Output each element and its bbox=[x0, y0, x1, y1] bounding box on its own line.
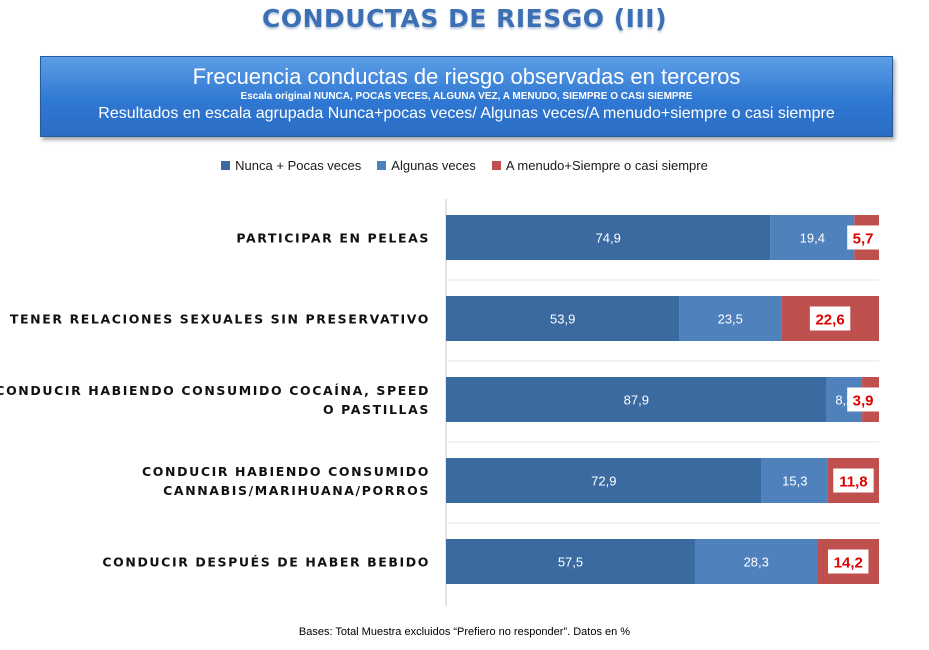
data-label-box bbox=[847, 225, 879, 250]
category-label: CONDUCIR HABIENDO CONSUMIDO bbox=[142, 464, 430, 479]
legend-label-algunas: Algunas veces bbox=[391, 158, 476, 173]
legend-item-nunca: Nunca + Pocas veces bbox=[221, 158, 361, 173]
data-label-box bbox=[847, 387, 879, 412]
category-label: CONDUCIR DESPUÉS DE HABER BEBIDO bbox=[102, 555, 430, 570]
legend-item-algunas: Algunas veces bbox=[377, 158, 476, 173]
bar-segment bbox=[770, 215, 855, 260]
category-label: PARTICIPAR EN PELEAS bbox=[236, 231, 430, 246]
legend-swatch-menudo bbox=[491, 161, 501, 170]
data-label: 22,6 bbox=[815, 312, 844, 329]
legend-label-nunca: Nunca + Pocas veces bbox=[235, 158, 362, 173]
category-label: TENER RELACIONES SEXUALES SIN PRESERVATI… bbox=[10, 312, 430, 327]
header-main-title: Frecuencia conductas de riesgo observada… bbox=[192, 64, 741, 89]
legend-item-menudo: A menudo+Siempre o casi siempre bbox=[491, 158, 708, 173]
category-label: O PASTILLAS bbox=[323, 402, 430, 417]
header-grouped-note: Resultados en escala agrupada Nunca+poca… bbox=[98, 105, 835, 122]
legend-label-menudo: A menudo+Siempre o casi siempre bbox=[505, 158, 708, 173]
data-label: 57,5 bbox=[558, 555, 583, 570]
bar-segment bbox=[694, 539, 818, 584]
data-label: 14,2 bbox=[834, 555, 863, 572]
data-label: 23,5 bbox=[718, 312, 743, 327]
bar-segment bbox=[446, 458, 762, 503]
data-label: 5,7 bbox=[853, 231, 874, 248]
bar-segment bbox=[446, 296, 680, 341]
bar-segment bbox=[446, 377, 827, 422]
category-label: CANNABIS/MARIHUANA/PORROS bbox=[163, 483, 430, 498]
bar-segment bbox=[446, 215, 771, 260]
legend-swatch-algunas bbox=[377, 161, 387, 170]
bar-segment bbox=[761, 458, 828, 503]
data-label: 28,3 bbox=[744, 555, 769, 570]
category-label: CONDUCIR HABIENDO CONSUMIDO COCAÍNA, SPE… bbox=[0, 383, 430, 398]
data-label-box bbox=[809, 306, 851, 331]
chart-header-box: Frecuencia conductas de riesgo observada… bbox=[40, 56, 893, 137]
bar-segment bbox=[679, 296, 782, 341]
data-label: 87,9 bbox=[624, 393, 649, 408]
chart-legend: Nunca + Pocas veces Algunas veces A menu… bbox=[0, 158, 929, 173]
data-label-box bbox=[833, 468, 874, 493]
header-scale-note: Escala original NUNCA, POCAS VECES, ALGU… bbox=[240, 91, 693, 102]
data-label: 3,9 bbox=[853, 393, 874, 410]
data-label: 74,9 bbox=[596, 231, 621, 246]
data-label: 53,9 bbox=[550, 312, 575, 327]
data-label: 19,4 bbox=[800, 231, 825, 246]
data-label-box bbox=[828, 549, 869, 574]
bar-segment bbox=[446, 539, 695, 584]
page-title: CONDUCTAS DE RIESGO (III) bbox=[262, 4, 667, 33]
data-label: 72,9 bbox=[591, 474, 616, 489]
legend-swatch-nunca bbox=[221, 161, 231, 170]
data-label: 11,8 bbox=[839, 474, 867, 491]
data-label: 15,3 bbox=[782, 474, 807, 489]
footer-note: Bases: Total Muestra excluidos “Prefiero… bbox=[298, 626, 631, 638]
